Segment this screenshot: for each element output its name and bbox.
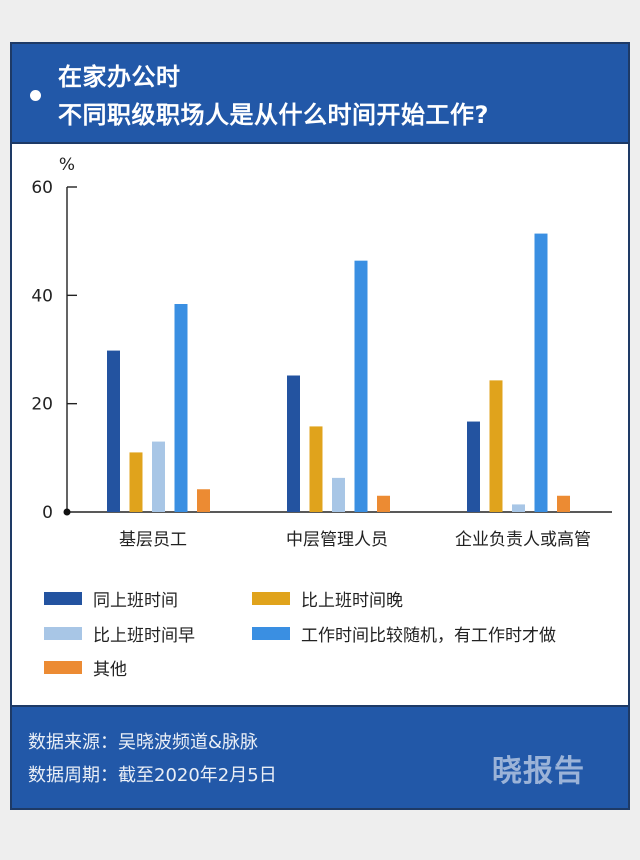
- brand-logo: 晓报告: [492, 754, 585, 789]
- data-source: 数据来源：吴晓波频道&脉脉: [28, 732, 259, 753]
- footer-banner: [10, 705, 630, 810]
- bar: [309, 426, 323, 512]
- legend-item: 同上班时间: [44, 586, 178, 611]
- bar: [332, 477, 345, 512]
- legend-swatch: [252, 627, 290, 640]
- legend-swatch: [44, 627, 82, 640]
- y-unit-label: %: [59, 155, 75, 175]
- legend-label: 其他: [93, 660, 127, 680]
- bar-chart: % 0 20 40 60 基层员工 中层管理人员 企业负责人或高管: [31, 155, 612, 550]
- x-category-label: 中层管理人员: [286, 530, 388, 550]
- legend-swatch: [252, 592, 290, 605]
- title-banner: [10, 42, 630, 144]
- y-tick-label: 20: [31, 395, 53, 415]
- bar: [512, 504, 525, 512]
- x-category-label: 企业负责人或高管: [455, 530, 591, 550]
- legend-label: 比上班时间早: [93, 626, 195, 646]
- legend-label: 工作时间比较随机，有工作时才做: [301, 626, 556, 646]
- legend-item: 工作时间比较随机，有工作时才做: [252, 621, 556, 646]
- title-line-2: 不同职级职场人是从什么时间开始工作?: [58, 101, 489, 129]
- bar: [287, 375, 300, 512]
- bar: [534, 233, 548, 513]
- bar: [354, 260, 368, 512]
- legend-swatch: [44, 592, 82, 605]
- legend-label: 比上班时间晚: [301, 591, 403, 611]
- title-line-1: 在家办公时: [58, 63, 181, 91]
- origin-dot: [63, 508, 71, 516]
- bar: [197, 489, 210, 512]
- legend-item: 比上班时间早: [44, 621, 195, 646]
- y-tick-label: 0: [42, 503, 53, 523]
- legend-label: 同上班时间: [93, 591, 178, 611]
- legend-item: 其他: [44, 655, 127, 680]
- legend-item: 比上班时间晚: [252, 586, 403, 611]
- bar: [174, 304, 188, 512]
- bar: [377, 495, 390, 512]
- bar: [129, 452, 143, 512]
- bar: [557, 495, 570, 512]
- bar: [467, 421, 480, 512]
- bar: [489, 380, 503, 512]
- legend-swatch: [44, 661, 82, 674]
- x-category-label: 基层员工: [119, 530, 187, 550]
- y-tick-label: 60: [31, 178, 53, 198]
- bar: [107, 350, 120, 512]
- bullet-icon: [30, 90, 41, 101]
- y-tick-label: 40: [31, 286, 53, 306]
- data-period: 数据周期：截至2020年2月5日: [28, 765, 277, 786]
- bar: [152, 441, 165, 512]
